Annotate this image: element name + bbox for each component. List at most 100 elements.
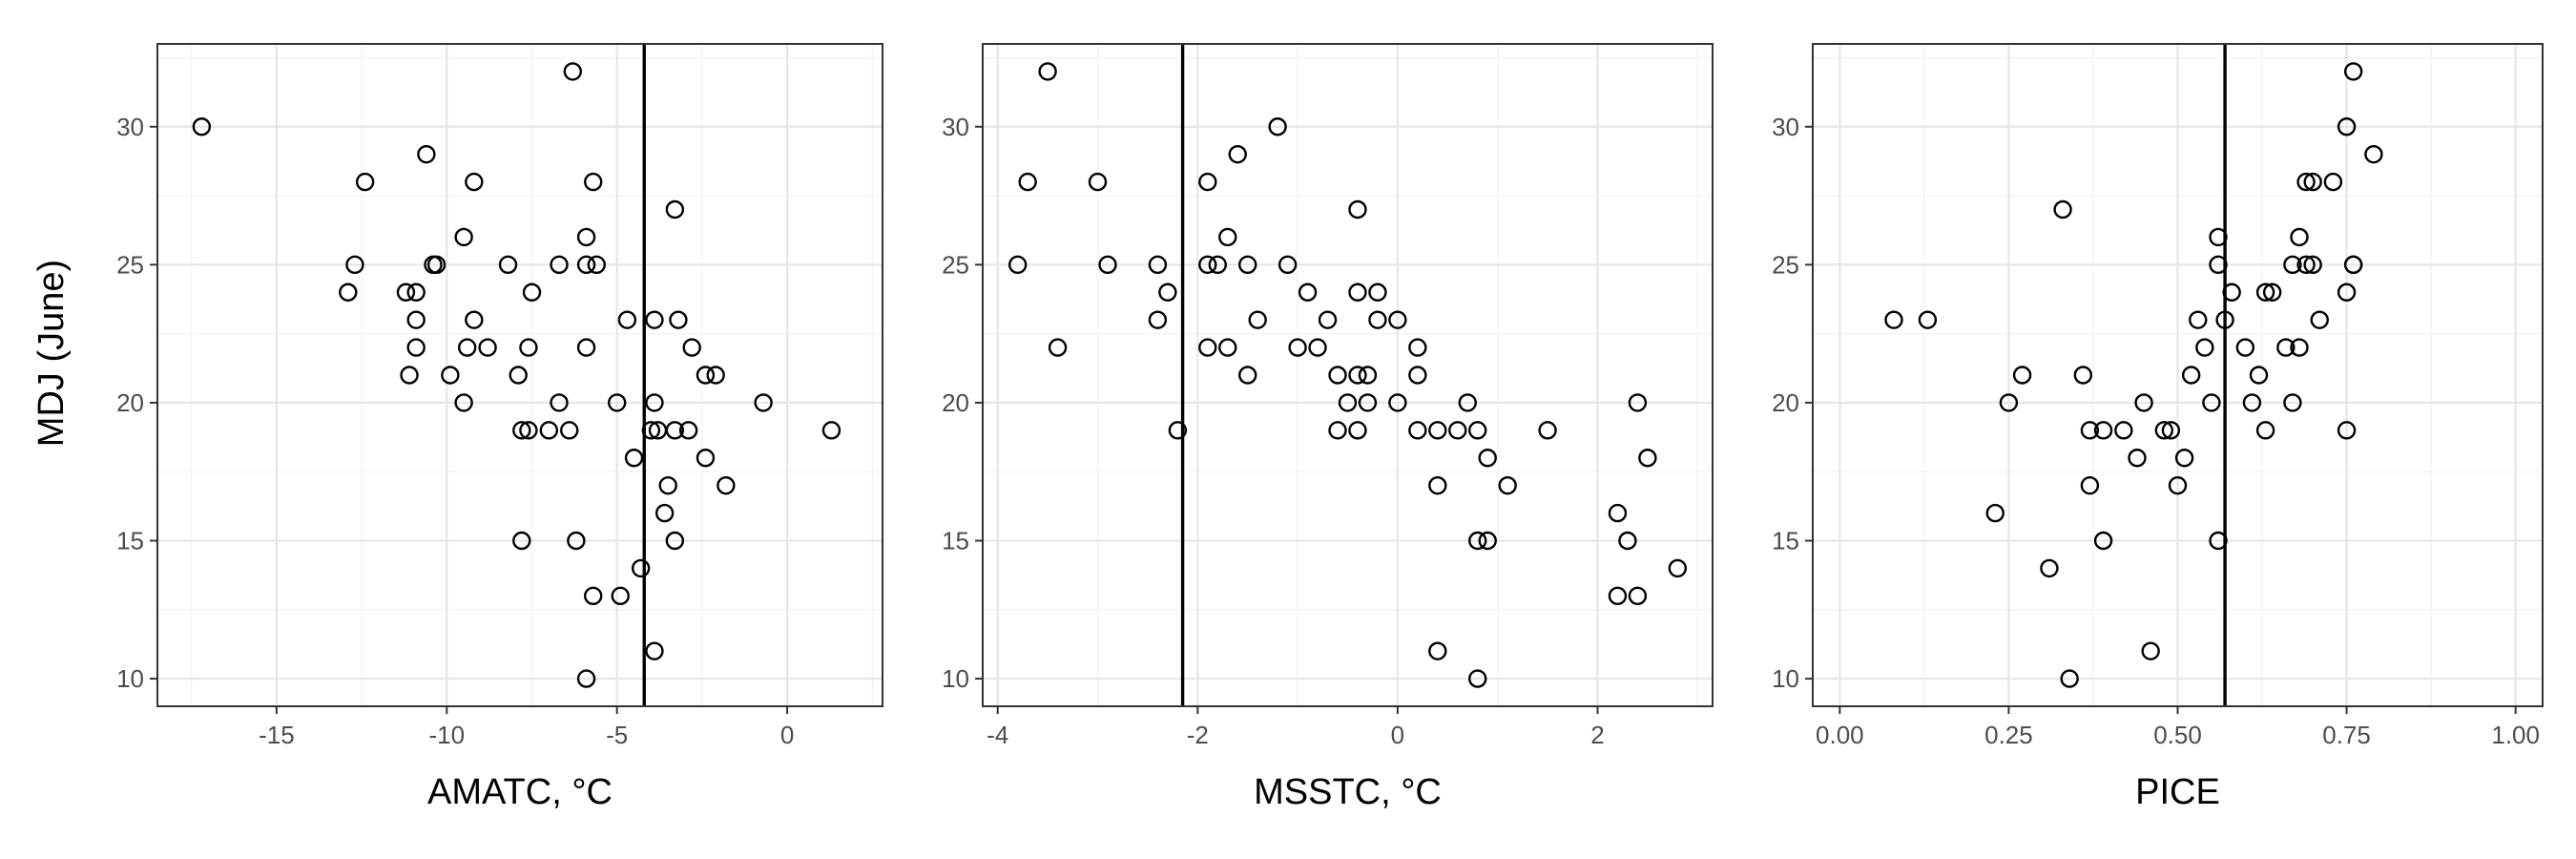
data-point: [2080, 475, 2100, 495]
data-point: [355, 172, 375, 192]
data-point: [1608, 503, 1628, 523]
data-point: [1238, 255, 1257, 275]
data-point: [1388, 310, 1407, 329]
data-point: [1088, 172, 1108, 192]
data-point: [1458, 393, 1477, 412]
data-point: [1368, 283, 1387, 302]
data-point: [2161, 421, 2181, 440]
data-point: [2337, 117, 2357, 136]
data-point: [457, 338, 477, 357]
data-point: [1478, 449, 1497, 468]
data-point: [2296, 172, 2316, 192]
data-point: [1468, 421, 1487, 440]
data-point: [1148, 310, 1168, 329]
data-point: [1448, 421, 1467, 440]
data-point: [2290, 227, 2309, 247]
data-point: [1198, 338, 1217, 357]
data-point: [2255, 283, 2275, 302]
data-point: [1498, 475, 1517, 495]
data-point: [1478, 531, 1497, 551]
data-point: [192, 117, 212, 136]
data-point: [665, 531, 685, 551]
data-point: [1198, 255, 1217, 275]
data-point: [1218, 338, 1237, 357]
data-point: [1408, 338, 1427, 357]
data-point: [1628, 586, 1648, 606]
x-tick-label: 0: [1391, 721, 1404, 749]
x-tick-label: 0.00: [1816, 721, 1864, 749]
data-point: [1208, 255, 1227, 275]
data-point: [1348, 199, 1367, 220]
data-point: [1018, 172, 1037, 192]
data-point: [607, 393, 627, 412]
data-point: [2080, 421, 2100, 440]
data-point: [2060, 669, 2079, 688]
y-tick-label: 20: [1772, 388, 1799, 417]
data-point: [1388, 393, 1407, 412]
data-point: [1048, 338, 1068, 357]
data-point: [576, 669, 596, 688]
x-tick-label: 0.50: [2153, 721, 2202, 749]
data-point: [2296, 255, 2316, 275]
data-point: [406, 338, 426, 357]
data-point: [1278, 255, 1298, 275]
data-point: [2303, 172, 2322, 192]
data-point: [2343, 62, 2363, 81]
data-point: [1318, 310, 1338, 329]
data-point: [584, 172, 603, 192]
y-tick-label: 30: [1772, 113, 1799, 141]
data-point: [426, 255, 447, 275]
y-axis-title: MDJ (June): [31, 260, 72, 447]
x-axis-title: MSSTC, °C: [1254, 772, 1442, 812]
data-point: [2249, 366, 2269, 385]
data-point: [1008, 255, 1028, 275]
data-point: [1288, 338, 1307, 357]
data-point: [519, 338, 538, 357]
data-point: [1358, 393, 1378, 412]
y-tick-label: 25: [942, 250, 969, 279]
data-point: [2255, 421, 2275, 440]
data-point: [550, 393, 569, 412]
data-point: [1428, 475, 1447, 495]
data-point: [1328, 366, 1347, 385]
y-tick-label: 10: [942, 664, 969, 693]
data-point: [2154, 421, 2174, 440]
data-point: [2283, 393, 2302, 412]
y-tick-label: 30: [942, 113, 969, 141]
data-point: [658, 475, 677, 495]
data-point: [2310, 310, 2329, 329]
data-point: [1328, 421, 1347, 440]
data-point: [465, 172, 484, 192]
data-point: [1338, 393, 1358, 412]
data-point: [2053, 199, 2072, 220]
x-tick-label: 0.75: [2322, 721, 2371, 749]
data-point: [1428, 421, 1447, 440]
data-point: [1428, 641, 1447, 660]
data-point: [1168, 421, 1188, 440]
data-point: [1348, 421, 1367, 440]
panel-border: [982, 43, 1714, 707]
data-point: [1348, 283, 1367, 302]
data-point: [2168, 475, 2188, 495]
data-point: [454, 227, 473, 247]
data-point: [509, 366, 528, 385]
data-point: [2141, 641, 2160, 660]
x-tick-label: -5: [606, 721, 628, 749]
data-point: [1408, 366, 1427, 385]
data-point: [1038, 62, 1057, 81]
data-point: [2303, 255, 2322, 275]
x-axis-title: PICE: [2135, 772, 2220, 812]
x-tick-label: 2: [1590, 721, 1604, 749]
data-point: [1268, 117, 1287, 136]
y-tick-label: 25: [1772, 250, 1799, 279]
data-point: [2290, 338, 2309, 357]
y-tick-label: 25: [116, 250, 144, 279]
data-point: [1985, 503, 2005, 523]
data-point: [339, 283, 358, 302]
data-point: [1148, 255, 1168, 275]
x-tick-label: 0.25: [1984, 721, 2033, 749]
data-point: [417, 144, 436, 164]
x-tick-label: 1.00: [2491, 721, 2540, 749]
